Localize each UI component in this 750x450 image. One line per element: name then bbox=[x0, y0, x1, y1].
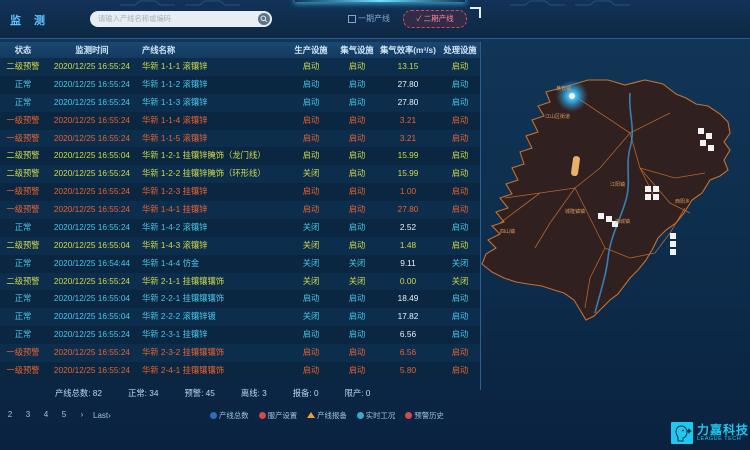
svg-text:海城镇: 海城镇 bbox=[615, 218, 630, 225]
svg-text:某镁镇: 某镁镇 bbox=[556, 85, 571, 92]
svg-text:西阳乡: 西阳乡 bbox=[675, 198, 690, 205]
svg-text:四山镇: 四山镇 bbox=[500, 228, 515, 235]
svg-text:江山区街道: 江山区街道 bbox=[545, 113, 570, 120]
svg-text:城隆镇镇: 城隆镇镇 bbox=[565, 208, 585, 215]
svg-text:江阳镇: 江阳镇 bbox=[610, 181, 625, 188]
